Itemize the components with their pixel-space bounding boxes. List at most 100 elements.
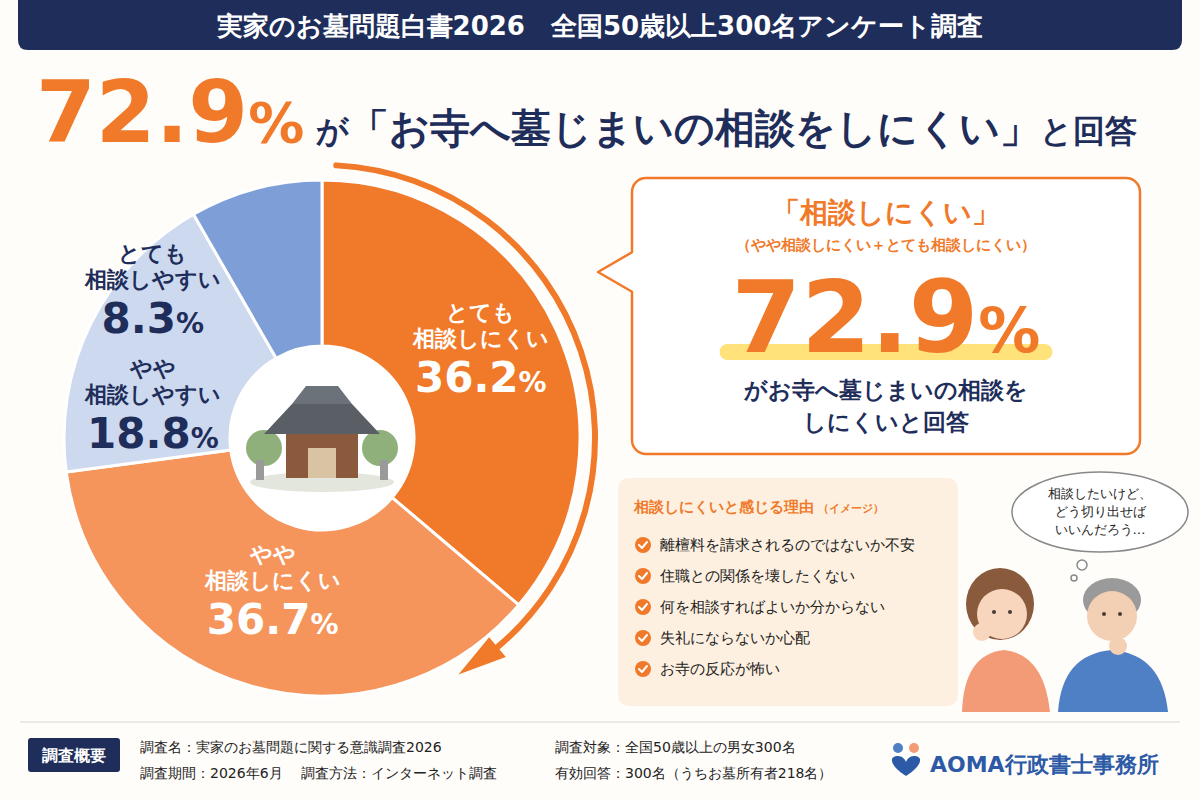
logo-icon bbox=[892, 743, 920, 776]
headline: 72.9%が「お寺へ墓じまいの相談をしにくい」と回答 bbox=[36, 62, 1137, 162]
category-line: とても bbox=[446, 300, 515, 325]
value-unit: % bbox=[176, 307, 204, 340]
temple-body bbox=[286, 432, 358, 478]
check-mark bbox=[639, 604, 647, 610]
hand bbox=[973, 623, 991, 641]
logo-heart bbox=[892, 756, 920, 776]
bubble-dot bbox=[1071, 575, 1077, 581]
survey-item: 調査名：実家のお墓問題に関する意識調査2026 bbox=[140, 739, 442, 755]
check-mark bbox=[639, 666, 647, 672]
survey-item: 調査対象：全国50歳以上の男女300名 bbox=[555, 739, 796, 755]
slice-category: とても相談しにくい bbox=[412, 300, 549, 351]
category-line: 相談しにくい bbox=[412, 326, 549, 351]
callout-number: 72.9 bbox=[732, 259, 979, 376]
body bbox=[962, 650, 1050, 712]
headline-unit: % bbox=[248, 90, 304, 155]
category-line: 相談しやすい bbox=[84, 267, 221, 292]
value-number: 18.8 bbox=[87, 409, 191, 458]
value-unit: % bbox=[310, 608, 338, 641]
eye bbox=[1008, 610, 1012, 614]
headline-quote: 「お寺へ墓じまいの相談をしにくい」 bbox=[349, 105, 1040, 151]
temple-door bbox=[308, 448, 336, 478]
body bbox=[1058, 650, 1168, 712]
callout-title: 「相談しにくい」 bbox=[772, 196, 1000, 229]
lantern bbox=[380, 460, 388, 480]
slice-value: 36.2% bbox=[415, 353, 547, 402]
callout-tail bbox=[598, 252, 633, 292]
thought-bubble bbox=[1012, 472, 1188, 552]
check-icon bbox=[635, 661, 651, 677]
eye bbox=[1102, 612, 1106, 616]
value-unit: % bbox=[519, 366, 547, 399]
check-icon bbox=[635, 630, 651, 646]
value-unit: % bbox=[191, 422, 219, 455]
category-line: やや bbox=[129, 356, 176, 381]
hole bbox=[232, 348, 412, 528]
hair bbox=[966, 568, 1034, 640]
callout-tail-fill bbox=[598, 252, 634, 292]
category-line: 相談しにくい bbox=[204, 568, 341, 593]
slice-value: 8.3% bbox=[102, 294, 204, 343]
survey-label: 調査概要 bbox=[42, 746, 106, 765]
category-line: とても bbox=[118, 241, 187, 266]
callout-unit: % bbox=[978, 294, 1040, 367]
slice bbox=[66, 450, 518, 696]
value-number: 8.3 bbox=[102, 294, 176, 343]
temple-roof bbox=[264, 404, 380, 434]
category-line: 相談しやすい bbox=[84, 382, 221, 407]
temple-roof-top bbox=[292, 386, 352, 404]
check-icon bbox=[635, 568, 651, 584]
bubble-dot bbox=[1077, 560, 1087, 570]
check-mark bbox=[639, 542, 647, 548]
slice-category: やや相談しやすい bbox=[84, 356, 221, 407]
reason-item: 失礼にならないか心配 bbox=[660, 629, 810, 647]
people bbox=[962, 568, 1168, 712]
reasons-heading: 相談しにくいと感じる理由 （イメージ） bbox=[633, 498, 884, 516]
survey-item: 調査期間：2026年6月 bbox=[140, 765, 283, 781]
logo-head bbox=[893, 743, 903, 753]
reason-item: 何を相談すればよいか分からない bbox=[660, 598, 885, 616]
thought-line: 相談したいけど、 bbox=[1048, 486, 1152, 501]
thought-line: どう切り出せば bbox=[1055, 504, 1147, 519]
headline-number: 72.9 bbox=[36, 62, 248, 162]
survey-item: 調査方法：インターネット調査 bbox=[301, 765, 497, 781]
survey-item: 有効回答：300名（うちお墓所有者218名） bbox=[555, 765, 832, 781]
category-line: やや bbox=[249, 542, 296, 567]
reasons-box bbox=[618, 478, 958, 706]
canvas: 実家のお墓問題白書2026 全国50歳以上300名アンケート調査 72.9%が「お… bbox=[0, 0, 1200, 800]
check-icon bbox=[635, 537, 651, 553]
callout-line: しにくいと回答 bbox=[803, 409, 969, 435]
headline-suffix: と回答 bbox=[1040, 112, 1137, 150]
background bbox=[0, 0, 1200, 800]
reasons-tag: （イメージ） bbox=[818, 502, 884, 515]
header-title: 実家のお墓問題白書2026 全国50歳以上300名アンケート調査 bbox=[216, 11, 984, 41]
value-number: 36.2 bbox=[415, 353, 519, 402]
logo-head bbox=[909, 743, 919, 753]
logo-name: AOMA行政書士事務所 bbox=[930, 752, 1159, 777]
hand bbox=[1109, 637, 1127, 655]
check-mark bbox=[639, 573, 647, 579]
callout-subtitle: （やや相談しにくい＋とても相談しにくい） bbox=[736, 236, 1036, 254]
reason-item: 住職との関係を壊したくない bbox=[659, 567, 855, 585]
callout-box bbox=[632, 178, 1140, 454]
separator bbox=[20, 722, 1180, 723]
slice-value: 36.7% bbox=[207, 595, 339, 644]
check-icon bbox=[635, 599, 651, 615]
header-bar bbox=[18, 0, 1182, 50]
survey-badge bbox=[28, 738, 120, 772]
eye bbox=[1118, 612, 1122, 616]
eye bbox=[992, 610, 996, 614]
slice-category: やや相談しにくい bbox=[204, 542, 341, 593]
callout-line: がお寺へ墓じまいの相談を bbox=[744, 377, 1028, 403]
temple-icon bbox=[246, 386, 398, 492]
thought-line: いいんだろう… bbox=[1055, 522, 1146, 537]
headline-value: 72.9% bbox=[36, 62, 304, 162]
reason-item: お寺の反応が怖い bbox=[660, 660, 780, 678]
face bbox=[1087, 591, 1137, 641]
survey-row: 調査期間：2026年6月 調査方法：インターネット調査 bbox=[140, 765, 497, 781]
reasons-title: 相談しにくいと感じる理由 bbox=[633, 498, 814, 516]
slice-category: とても相談しやすい bbox=[84, 241, 221, 292]
reason-item: 離檀料を請求されるのではないか不安 bbox=[660, 536, 915, 554]
value-number: 36.7 bbox=[207, 595, 311, 644]
donut bbox=[64, 180, 580, 696]
